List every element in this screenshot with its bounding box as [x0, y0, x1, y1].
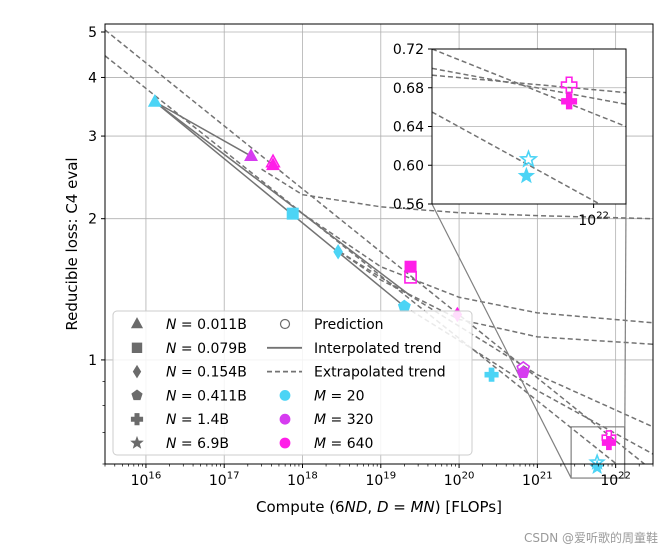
legend-marker-diamond	[132, 364, 142, 379]
inset-prediction-point-plus	[560, 76, 578, 94]
x-tick-label: 1019	[365, 471, 396, 489]
interpolated-trend-line	[154, 101, 405, 308]
interpolated-trend-line	[154, 101, 412, 297]
data-point-diamond	[333, 244, 343, 260]
y-tick-label: 1	[88, 353, 97, 369]
prediction-point-triangle	[265, 153, 281, 168]
zoom-connector	[431, 203, 572, 479]
watermark: CSDN @爱听歌的周童鞋	[523, 531, 658, 545]
extrapolated-trend-line	[105, 29, 646, 464]
y-axis-label: Reducible loss: C4 eval	[63, 157, 81, 330]
data-point-square	[404, 260, 417, 273]
x-tick-label: 1021	[522, 471, 553, 489]
extrapolated-trend-line	[302, 213, 653, 324]
legend-marker-square	[131, 342, 143, 354]
inset-y-tick-label: 0.56	[393, 197, 424, 213]
x-tick-label: 1022	[600, 471, 631, 489]
prediction-point-star	[588, 453, 606, 470]
data-point-triangle	[244, 148, 258, 161]
x-tick-label: 1017	[209, 471, 240, 489]
inset-data-point-star	[517, 166, 536, 184]
extrapolated-trend-line	[261, 168, 653, 220]
legend-label: N = 0.079B	[166, 341, 247, 357]
y-tick-label: 4	[88, 70, 97, 86]
main-plot-frame	[104, 23, 654, 465]
inset-extrapolated-line	[432, 49, 626, 128]
inset-plot: 0.56 0.60 0.64 0.68 0.72 1022	[393, 42, 627, 229]
legend-label: N = 0.411B	[166, 388, 247, 404]
inset-y-tick-label: 0.72	[393, 42, 424, 58]
x-axis-label: Compute (6ND, D = MN) [FLOPs]	[256, 498, 502, 516]
inset-trend-lines	[432, 49, 626, 204]
legend-marker-triangle	[130, 317, 144, 329]
legend-marker-color	[279, 413, 291, 425]
inset-y-tick-label: 0.60	[393, 158, 424, 174]
prediction-point-square	[404, 270, 417, 284]
legend-label: Extrapolated trend	[314, 365, 446, 381]
y-tick-label: 5	[88, 25, 97, 41]
legend-label: Prediction	[314, 317, 384, 333]
legend-marker-plus	[130, 413, 144, 426]
legend-label: M = 320	[314, 412, 373, 428]
inset-extrapolated-line	[432, 111, 602, 204]
legend-label: N = 0.011B	[166, 317, 247, 333]
data-point-pentagon	[397, 299, 411, 312]
x-tick-label: 1018	[287, 471, 318, 489]
extrapolated-trend-line	[105, 55, 618, 464]
inset-extrapolated-line	[432, 67, 626, 105]
inset-y-tick-label: 0.68	[393, 81, 424, 97]
inset-data-points	[517, 76, 578, 184]
data-point-square	[286, 207, 299, 220]
legend-label: Interpolated trend	[314, 341, 442, 357]
legend-marker-star	[130, 435, 144, 449]
main-axis-ticks: 1016 1017 1018 1019 1020 1021 1022 1 2 3 4 5	[88, 25, 654, 489]
data-point-plus	[484, 367, 499, 382]
data-point-triangle	[147, 93, 162, 107]
y-tick-label: 3	[88, 129, 97, 145]
legend-marker-prediction	[279, 318, 291, 330]
zoom-connector	[623, 203, 627, 479]
inset-y-tick-label: 0.64	[393, 120, 424, 136]
inset-x-tick-label: 1022	[578, 211, 609, 229]
legend-marker-color	[279, 389, 291, 401]
legend-label: M = 640	[314, 436, 373, 452]
prediction-point-plus	[601, 430, 617, 446]
legend-marker-pentagon	[131, 389, 143, 401]
inset-data-point-plus	[561, 93, 578, 110]
x-tick-label: 1016	[131, 471, 162, 489]
legend: N = 0.011B N = 0.079B N = 0.154B N = 0.411B…	[112, 310, 473, 456]
inset-prediction-point-star	[518, 149, 539, 168]
prediction-point-pentagon	[516, 360, 531, 375]
legend-label: M = 20	[314, 388, 365, 404]
inset-extrapolated-line	[432, 74, 626, 94]
legend-label: N = 6.9B	[166, 436, 229, 452]
y-tick-label: 2	[88, 212, 97, 228]
legend-marker-color	[279, 437, 291, 449]
legend-frame	[112, 310, 473, 456]
x-tick-label: 1020	[444, 471, 475, 489]
interpolated-trend-line	[154, 101, 252, 157]
legend-label: N = 0.154B	[166, 365, 247, 381]
legend-label: N = 1.4B	[166, 412, 229, 428]
inset-zoom-indicator	[431, 203, 627, 479]
